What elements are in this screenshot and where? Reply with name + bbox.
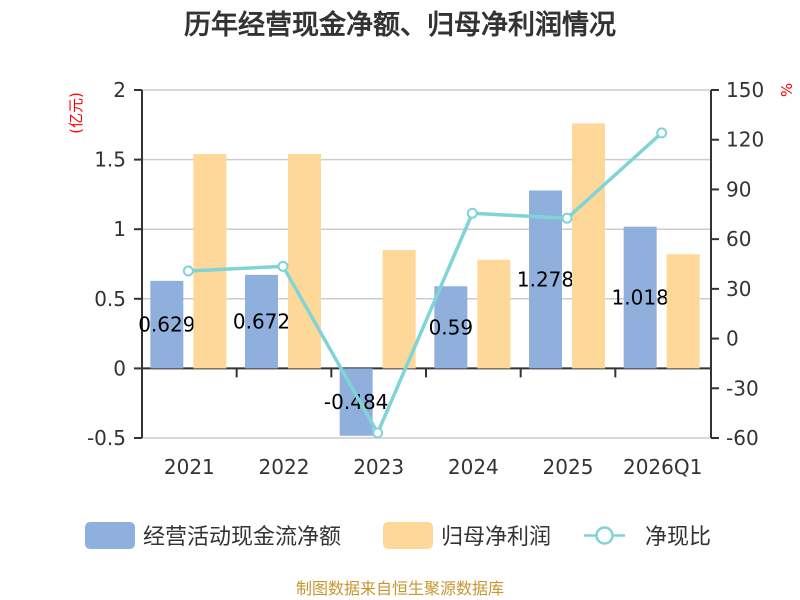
- ocf-data-label: 0.629: [138, 313, 195, 337]
- left-axis-name: (亿元): [67, 92, 85, 134]
- legend-label-ratio: 净现比: [645, 525, 711, 550]
- profit-bar[interactable]: [382, 250, 416, 369]
- ocf-bar[interactable]: [434, 286, 468, 369]
- ratio-point-marker[interactable]: [561, 212, 573, 224]
- legend-label-profit: 归母净利润: [441, 525, 551, 550]
- right-axis-tick-label: 120: [726, 128, 764, 152]
- ratio-point-marker[interactable]: [277, 260, 289, 272]
- legend-item-ratio[interactable]: 净现比: [584, 525, 711, 550]
- x-axis-label: 2023: [353, 455, 404, 479]
- right-axis-name: %: [778, 83, 796, 97]
- ocf-data-label: 1.278: [517, 267, 574, 291]
- right-axis-tick-label: 60: [726, 227, 751, 251]
- ratio-point-marker[interactable]: [372, 427, 384, 439]
- legend-item-profit[interactable]: 归母净利润: [383, 522, 551, 550]
- ratio-line-series: [182, 127, 668, 439]
- profit-bar[interactable]: [193, 154, 227, 369]
- right-axis-tick-label: 150: [726, 78, 764, 102]
- x-axis-label: 2022: [259, 455, 310, 479]
- legend-swatch-orange: [383, 522, 433, 549]
- profit-bar-series: [193, 123, 700, 369]
- ocf-data-label: 1.018: [612, 286, 669, 310]
- profit-bar[interactable]: [666, 254, 700, 369]
- legend-item-ocf[interactable]: 经营活动现金流净额: [85, 522, 341, 550]
- ratio-line: [188, 131, 663, 435]
- ocf-bar[interactable]: [623, 226, 657, 369]
- ocf-bar[interactable]: [339, 368, 373, 436]
- legend-swatch-blue: [85, 522, 135, 549]
- x-axis-label: 2021: [164, 455, 215, 479]
- ratio-point-marker[interactable]: [466, 207, 478, 219]
- ocf-bar-series: [150, 190, 657, 436]
- x-axis-label: 2026Q1: [623, 455, 702, 479]
- profit-bar[interactable]: [477, 259, 511, 369]
- left-axis-tick-label: 2: [113, 78, 126, 102]
- ocf-bar[interactable]: [529, 190, 562, 369]
- x-axis-label: 2024: [448, 455, 499, 479]
- legend: 经营活动现金流净额 归母净利润 净现比: [85, 522, 711, 550]
- left-axis-tick-label: 0: [113, 356, 126, 380]
- x-axis-label: 2025: [543, 455, 594, 479]
- left-axis-tick-label: 1.5: [94, 148, 126, 172]
- right-axis-tick-label: 0: [726, 327, 739, 351]
- ocf-bar[interactable]: [150, 280, 184, 369]
- left-axis-tick-label: 1: [113, 217, 126, 241]
- profit-bar[interactable]: [572, 123, 605, 369]
- gridlines: [142, 89, 710, 439]
- source-note: 制图数据来自恒生聚源数据库: [296, 579, 504, 598]
- ocf-data-label: 0.672: [233, 310, 290, 334]
- legend-label-ocf: 经营活动现金流净额: [143, 525, 341, 550]
- profit-bar[interactable]: [288, 154, 321, 369]
- left-axis-tick-label: -0.5: [87, 426, 126, 450]
- ocf-data-label: 0.59: [429, 315, 474, 339]
- ratio-point-marker[interactable]: [182, 265, 194, 277]
- ratio-point-marker[interactable]: [656, 127, 668, 139]
- right-axis-tick-label: -60: [726, 426, 759, 450]
- right-axis-tick-label: -30: [726, 376, 759, 400]
- left-axis-tick-label: 0.5: [94, 287, 126, 311]
- axes: 2 1.5 1 0.5 0 -0.5 150 120 90 60 30 0 -30 -60 2021 2022…: [87, 78, 764, 479]
- right-axis-tick-label: 90: [726, 177, 751, 201]
- right-axis-tick-label: 30: [726, 277, 751, 301]
- legend-circle-marker-icon: [595, 526, 614, 545]
- chart-title: 历年经营现金净额、归母净利润情况: [184, 9, 616, 41]
- ocf-bar[interactable]: [245, 274, 278, 369]
